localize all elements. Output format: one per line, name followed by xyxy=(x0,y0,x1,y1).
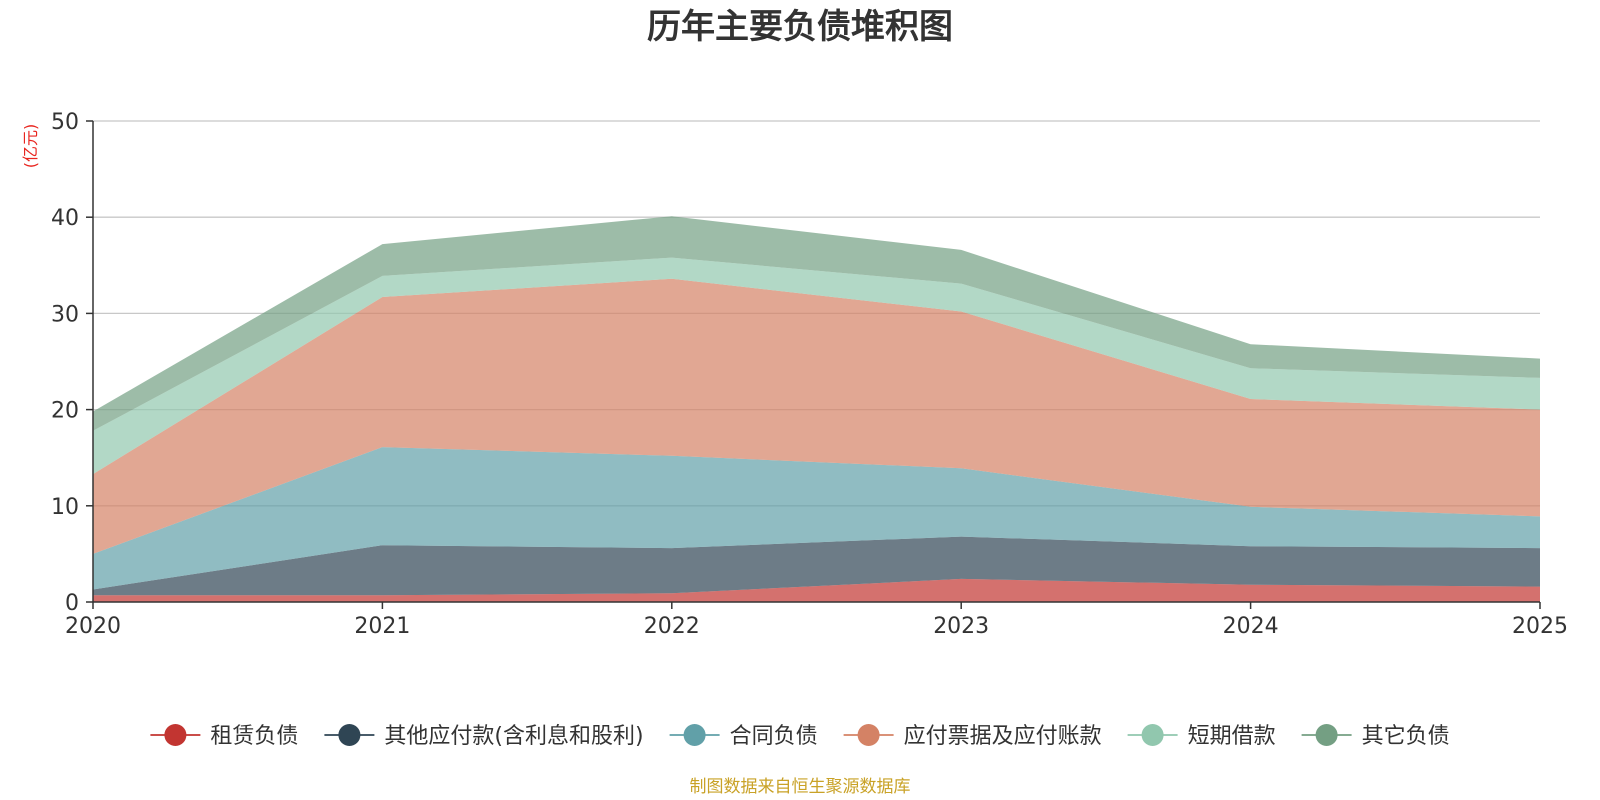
legend-marker-icon xyxy=(1315,724,1338,746)
source-note: 制图数据来自恒生聚源数据库 xyxy=(690,777,911,797)
y-tick-label: 40 xyxy=(51,206,79,231)
legend-item-6[interactable]: 其它负债 xyxy=(1301,724,1450,749)
x-tick-label: 2024 xyxy=(1223,614,1279,639)
area-3 xyxy=(93,447,1540,590)
legend-item-5[interactable]: 短期借款 xyxy=(1127,724,1276,749)
x-tick-label: 2023 xyxy=(933,614,989,639)
axes: 2020 2021 2022 2023 2024 2025 xyxy=(65,120,1568,639)
x-tick-label: 2025 xyxy=(1512,614,1568,639)
legend-label: 其它负债 xyxy=(1362,724,1450,749)
y-tick-label: 50 xyxy=(51,110,79,135)
area-series-group xyxy=(93,216,1540,602)
y-axis-unit-label: (亿元) xyxy=(21,124,40,169)
legend-item-1[interactable]: 租赁负债 xyxy=(150,724,298,749)
x-tick-label: 2022 xyxy=(644,614,700,639)
legend-item-4[interactable]: 应付票据及应付账款 xyxy=(843,724,1102,749)
legend: 租赁负债 其他应付款(含利息和股利) 合同负债 应付票据及应付账款 短期借款 其它负债 xyxy=(150,724,1450,749)
legend-label: 合同负债 xyxy=(730,724,818,749)
area-1 xyxy=(93,578,1540,602)
area-6 xyxy=(93,216,1540,431)
legend-label: 租赁负债 xyxy=(210,724,298,749)
legend-marker-icon xyxy=(338,724,361,746)
area-2 xyxy=(93,536,1540,596)
legend-item-2[interactable]: 其他应付款(含利息和股利) xyxy=(324,724,644,749)
legend-marker-icon xyxy=(164,724,187,746)
x-tick-label: 2020 xyxy=(65,614,121,639)
legend-marker-icon xyxy=(1141,724,1164,746)
legend-marker-icon xyxy=(857,724,880,746)
x-tick-label: 2021 xyxy=(354,614,410,639)
legend-item-3[interactable]: 合同负债 xyxy=(669,724,818,749)
y-tick-label: 10 xyxy=(51,495,79,520)
y-tick-label: 30 xyxy=(51,302,79,327)
area-4 xyxy=(93,278,1540,554)
legend-marker-icon xyxy=(683,724,706,746)
y-tick-label: 20 xyxy=(51,399,79,424)
chart-title: 历年主要负债堆积图 xyxy=(647,7,953,47)
legend-label: 短期借款 xyxy=(1188,724,1276,749)
legend-label: 其他应付款(含利息和股利) xyxy=(384,724,643,749)
legend-label: 应付票据及应付账款 xyxy=(904,724,1102,749)
y-tick-label: 0 xyxy=(65,591,79,616)
